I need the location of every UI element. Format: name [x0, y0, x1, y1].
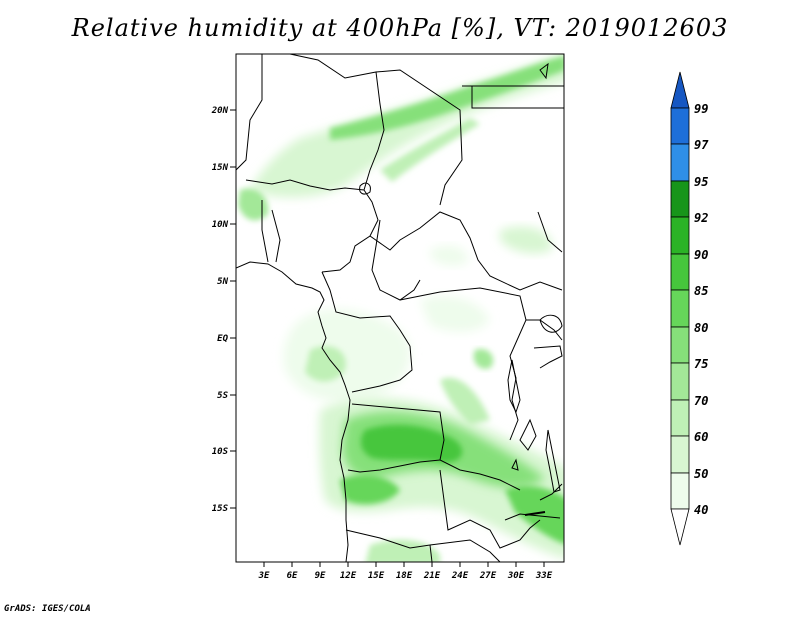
- colorbar-label: 97: [694, 138, 709, 152]
- lon-label: 30E: [507, 571, 525, 581]
- colorbar-label: 80: [694, 321, 708, 335]
- lon-label: 9E: [315, 571, 326, 581]
- grads-credit: GrADS: IGES/COLA: [4, 604, 91, 614]
- lat-label: 15S: [212, 504, 229, 514]
- lon-label: 3E: [258, 571, 270, 581]
- lon-label: 6E: [287, 571, 298, 581]
- humidity-field: [238, 54, 564, 562]
- lat-label: 15N: [212, 163, 229, 173]
- colorbar-swatch-75-80: [670, 326, 690, 364]
- lon-label: 33E: [535, 571, 553, 581]
- lon-label: 15E: [368, 571, 385, 581]
- map-frame: [235, 53, 565, 563]
- colorbar-label: 60: [694, 430, 708, 444]
- lat-axis: 20N 15N 10N 5N EQ 5S 10S 15S: [211, 106, 236, 514]
- lon-label: 12E: [340, 571, 357, 581]
- colorbar-label: 40: [694, 503, 708, 517]
- colorbar-label: 70: [694, 394, 708, 408]
- colorbar-swatch-92-95: [670, 180, 690, 218]
- colorbar-labels: 99 97 95 92 90 85 80 75 70 60 50 40: [694, 102, 709, 517]
- colorbar-label: 95: [694, 175, 708, 189]
- colorbar-label: 90: [694, 248, 708, 262]
- colorbar-label: 99: [694, 102, 708, 116]
- lat-label: 10N: [212, 220, 229, 230]
- colorbar: [670, 71, 690, 546]
- colorbar-label: 92: [694, 211, 708, 225]
- colorbar-swatch-90-92: [670, 216, 690, 255]
- lon-label: 27E: [479, 571, 497, 581]
- colorbar-swatch-40-50: [670, 472, 690, 510]
- lat-label: 5S: [217, 391, 228, 401]
- colorbar-bottom-arrow: [670, 508, 690, 546]
- colorbar-swatch-70-75: [670, 362, 690, 401]
- lat-label: 10S: [212, 447, 229, 457]
- lat-label: EQ: [217, 334, 228, 344]
- colorbar-label: 75: [694, 357, 708, 371]
- colorbar-label: 85: [694, 284, 708, 298]
- colorbar-swatch-85-90: [670, 253, 690, 291]
- lon-label: 18E: [396, 571, 413, 581]
- lat-label: 20N: [211, 106, 229, 116]
- colorbar-top-arrow: [670, 71, 690, 109]
- colorbar-swatch-80-85: [670, 289, 690, 328]
- colorbar-swatch-95-97: [670, 143, 690, 182]
- humidity-band-north-core: [330, 56, 564, 140]
- page-title: Relative humidity at 400hPa [%], VT: 201…: [71, 14, 729, 42]
- lon-label: 24E: [451, 571, 469, 581]
- borders: [236, 54, 564, 562]
- colorbar-label: 50: [694, 467, 708, 481]
- colorbar-swatch-50-60: [670, 435, 690, 474]
- lon-label: 21E: [423, 571, 441, 581]
- lat-label: 5N: [217, 277, 228, 287]
- colorbar-swatch-60-70: [670, 399, 690, 437]
- colorbar-swatch-97-99: [670, 107, 690, 145]
- west-coastline: [236, 261, 351, 562]
- lon-axis: 3E 6E 9E 12E 15E 18E 21E 24E 27E 30E 33E: [258, 562, 553, 581]
